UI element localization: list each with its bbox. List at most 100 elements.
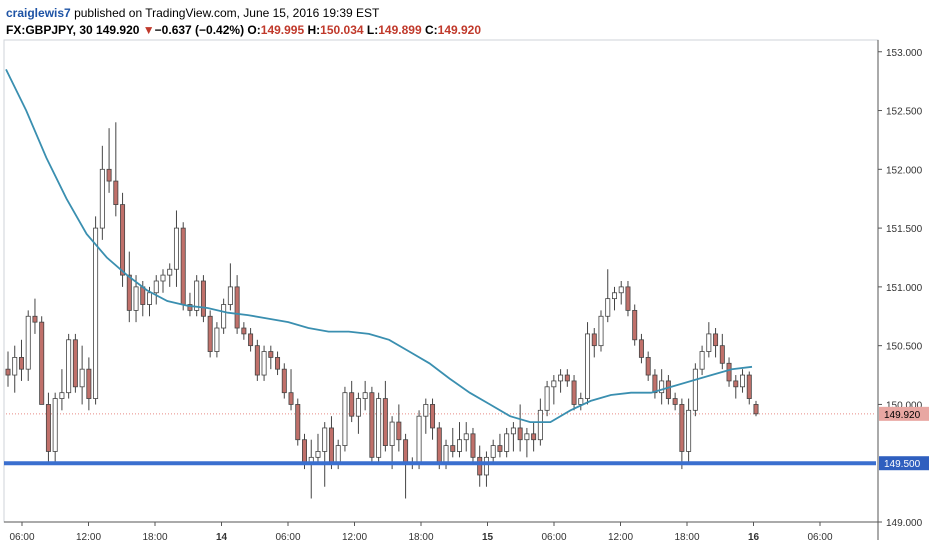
candle[interactable] — [369, 386, 375, 464]
time-axis[interactable]: 06:00 12:00 18:00 14 06:00 12:00 18:00 15 06:00 1… — [9, 522, 833, 543]
candle[interactable] — [706, 322, 712, 358]
candle[interactable] — [470, 427, 476, 464]
candle[interactable] — [558, 369, 564, 393]
candle[interactable] — [86, 357, 92, 411]
candle[interactable] — [25, 310, 31, 381]
candle[interactable] — [652, 369, 658, 399]
candle[interactable] — [389, 416, 395, 470]
candle[interactable] — [355, 392, 361, 434]
candle[interactable] — [679, 398, 685, 470]
candle[interactable] — [719, 333, 725, 370]
candle[interactable] — [167, 263, 173, 287]
candle[interactable] — [544, 380, 550, 417]
candle[interactable] — [571, 375, 577, 411]
candle[interactable] — [605, 269, 611, 323]
candle[interactable] — [632, 304, 638, 346]
candle[interactable] — [221, 298, 227, 334]
candle[interactable] — [308, 439, 314, 499]
candle[interactable] — [740, 369, 746, 393]
candle[interactable] — [477, 445, 483, 487]
candle[interactable] — [746, 371, 752, 405]
candle[interactable] — [423, 398, 429, 434]
candle[interactable] — [382, 380, 388, 452]
candle[interactable] — [79, 345, 85, 405]
author-link[interactable]: craiglewis7 — [6, 6, 71, 20]
candle[interactable] — [517, 404, 523, 452]
candle[interactable] — [288, 369, 294, 411]
candle[interactable] — [490, 439, 496, 464]
candle[interactable] — [625, 281, 631, 317]
candle[interactable] — [376, 392, 382, 464]
candle[interactable] — [578, 392, 584, 411]
candle[interactable] — [12, 345, 18, 393]
candle[interactable] — [234, 275, 240, 334]
candle[interactable] — [611, 286, 617, 311]
candle[interactable] — [457, 422, 462, 458]
moving-average-line[interactable] — [5, 69, 753, 424]
candle[interactable] — [52, 392, 58, 464]
price-axis[interactable]: 149.000 150.000 150.500 151.000 151.500 152.0… — [878, 48, 923, 529]
candle[interactable] — [241, 322, 247, 340]
candle[interactable] — [672, 392, 678, 411]
candle[interactable] — [322, 422, 328, 487]
candle[interactable] — [173, 210, 179, 287]
candle[interactable] — [328, 416, 334, 470]
candle[interactable] — [497, 433, 503, 458]
candle[interactable] — [396, 404, 402, 452]
candle[interactable] — [510, 422, 516, 452]
candle[interactable] — [726, 357, 732, 387]
candle[interactable] — [416, 410, 422, 470]
candle[interactable] — [5, 351, 11, 387]
candle[interactable] — [180, 222, 186, 311]
plot-area[interactable] — [4, 69, 876, 499]
candle[interactable] — [187, 292, 193, 317]
candle[interactable] — [618, 281, 624, 305]
candle[interactable] — [638, 333, 644, 364]
candle[interactable] — [692, 363, 698, 417]
candle[interactable] — [295, 398, 301, 446]
candle[interactable] — [72, 333, 78, 393]
candle[interactable] — [483, 451, 489, 487]
candle[interactable] — [463, 422, 469, 452]
candle[interactable] — [194, 275, 200, 317]
candle[interactable] — [699, 345, 705, 376]
candle[interactable] — [504, 427, 510, 458]
candle[interactable] — [551, 375, 557, 405]
candle[interactable] — [659, 369, 665, 405]
candle[interactable] — [342, 386, 348, 452]
candle[interactable] — [275, 351, 281, 376]
candle[interactable] — [160, 269, 166, 293]
candle[interactable] — [430, 398, 436, 440]
candle[interactable] — [207, 310, 213, 358]
candle[interactable] — [66, 333, 72, 399]
candle[interactable] — [645, 351, 651, 381]
candle[interactable] — [93, 216, 99, 405]
candle[interactable] — [45, 392, 51, 464]
candle[interactable] — [315, 433, 321, 464]
candle[interactable] — [268, 345, 274, 370]
candle[interactable] — [59, 369, 65, 411]
candle[interactable] — [39, 316, 45, 405]
candle[interactable] — [524, 427, 530, 458]
candle[interactable] — [531, 422, 537, 452]
candle[interactable] — [733, 375, 739, 399]
candle[interactable] — [349, 380, 355, 423]
candle[interactable] — [200, 275, 206, 323]
candle[interactable] — [665, 375, 671, 405]
candle[interactable] — [753, 400, 759, 417]
candle[interactable] — [227, 263, 233, 311]
candle[interactable] — [126, 251, 132, 323]
candle[interactable] — [18, 339, 24, 381]
candle[interactable] — [564, 369, 570, 387]
candle[interactable] — [403, 433, 409, 499]
candle[interactable] — [113, 122, 119, 217]
candle[interactable] — [362, 380, 368, 411]
candle[interactable] — [591, 328, 597, 358]
candle[interactable] — [153, 275, 159, 305]
candle[interactable] — [281, 363, 287, 399]
candle[interactable] — [99, 145, 105, 240]
candle[interactable] — [686, 398, 692, 464]
candle[interactable] — [261, 345, 267, 381]
candle[interactable] — [106, 128, 112, 193]
